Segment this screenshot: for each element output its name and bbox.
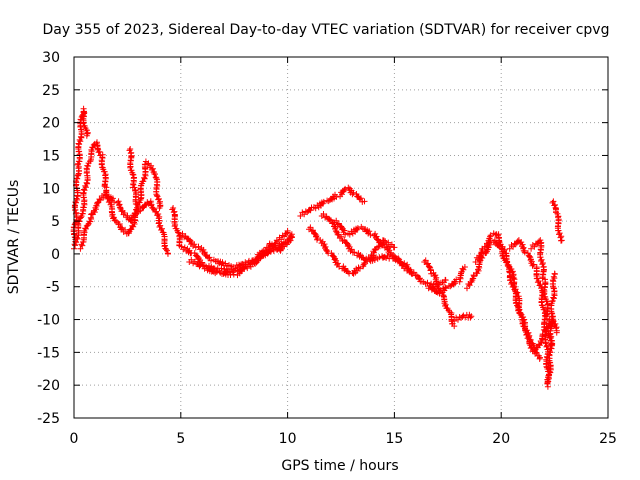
y-axis-label: SDTVAR / TECUs [6, 180, 22, 295]
marker-path [528, 237, 555, 349]
sat-trace-d [126, 146, 142, 211]
sat-trace-r [528, 237, 555, 349]
marker-path [421, 257, 458, 330]
marker-path [451, 311, 475, 324]
y-tick-label: 25 [42, 83, 60, 99]
y-tick-label: 15 [42, 148, 60, 164]
x-tick-label: 15 [385, 431, 403, 447]
data-points [70, 105, 565, 390]
marker-path [472, 230, 543, 362]
gridlines [74, 57, 608, 418]
plot-frame [73, 56, 609, 419]
sat-trace-h [297, 184, 368, 219]
marker-path [297, 184, 368, 219]
sat-trace-l [421, 257, 458, 330]
marker-path [77, 191, 171, 257]
marker-path [425, 264, 468, 297]
sat-trace-n [451, 311, 475, 324]
y-tick-label: -25 [37, 411, 60, 427]
x-tick-label: 5 [176, 431, 185, 447]
sat-trace-i [306, 224, 398, 277]
axis-ticks: 0 5 10 15 20 25 -25 -20 -15 -10 -5 0 5 10 15 20 25 30 [37, 50, 617, 447]
y-tick-label: -15 [37, 345, 60, 361]
sat-trace-g [186, 233, 295, 279]
marker-path [73, 139, 164, 246]
marker-path [506, 237, 558, 390]
x-tick-label: 10 [279, 431, 297, 447]
sat-trace-m [425, 264, 468, 297]
y-tick-label: -5 [46, 280, 60, 296]
y-tick-label: 5 [51, 214, 60, 230]
y-tick-label: -20 [37, 378, 60, 394]
y-tick-label: 0 [51, 247, 60, 263]
x-tick-label: 20 [492, 431, 510, 447]
marker-path [306, 224, 398, 277]
sat-trace-c [77, 191, 171, 257]
x-tick-label: 25 [599, 431, 617, 447]
marker-path [126, 146, 142, 211]
chart-title: Day 355 of 2023, Sidereal Day-to-day VTE… [43, 22, 610, 38]
y-tick-label: 30 [42, 50, 60, 66]
sat-trace-k [331, 217, 415, 277]
y-tick-label: -10 [37, 313, 60, 329]
marker-path [549, 198, 565, 244]
x-axis-label: GPS time / hours [281, 458, 398, 474]
marker-path [331, 217, 415, 277]
y-tick-label: 10 [42, 181, 60, 197]
marker-path [186, 233, 295, 279]
sat-trace-q [506, 237, 558, 390]
x-tick-label: 0 [70, 431, 79, 447]
y-tick-label: 20 [42, 116, 60, 132]
sat-trace-p [472, 230, 543, 362]
sat-trace-b [73, 139, 164, 246]
sat-trace-s [549, 198, 565, 244]
